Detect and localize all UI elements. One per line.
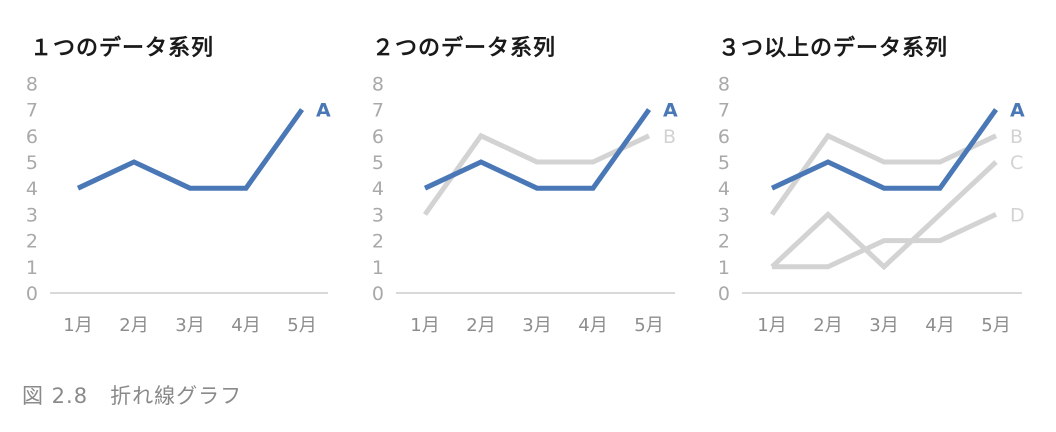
y-tick-label: 6 (26, 126, 38, 148)
y-tick-label: 1 (718, 257, 730, 279)
y-tick-label: 4 (372, 178, 384, 200)
x-tick-label: 2月 (119, 315, 148, 336)
x-tick-label: 1月 (63, 315, 92, 336)
series-line-A (770, 108, 999, 191)
series-line-B (769, 132, 998, 216)
y-tick-label: 2 (372, 231, 384, 253)
y-tick-label: 8 (718, 73, 730, 95)
x-tick-label: 1月 (410, 315, 439, 336)
x-tick-label: 2月 (813, 315, 842, 336)
y-tick-label: 8 (372, 73, 384, 95)
chart-3-title: ３つ以上のデータ系列 (718, 36, 949, 61)
series-line-B (422, 132, 651, 216)
x-tick-label: 5月 (287, 315, 316, 336)
x-tick-label: 3月 (869, 315, 898, 336)
y-tick-label: 3 (718, 204, 730, 226)
x-tick-label: 4月 (925, 315, 954, 336)
y-tick-label: 4 (26, 178, 38, 200)
series-line-A (76, 108, 305, 191)
x-tick-label: 2月 (466, 315, 495, 336)
x-tick-label: 4月 (578, 315, 607, 336)
series-line-A (423, 108, 652, 191)
y-tick-label: 0 (26, 283, 38, 305)
series-label-A: A (316, 100, 331, 122)
y-tick-label: 2 (26, 231, 38, 253)
y-tick-label: 8 (26, 73, 38, 95)
y-tick-label: 6 (372, 126, 384, 148)
chart-2-title: ２つのデータ系列 (372, 36, 557, 61)
series-label-A: A (663, 100, 678, 122)
chart-2: 0 1 2 3 4 5 6 7 8 1月 2月 3月 4月 5月 BA (372, 73, 678, 336)
series-label-D: D (1010, 204, 1025, 226)
y-tick-label: 3 (26, 204, 38, 226)
x-tick-label: 5月 (634, 315, 663, 336)
figure-caption: 図 2.8 折れ線グラフ (22, 384, 243, 408)
x-tick-label: 3月 (175, 315, 204, 336)
y-tick-label: 7 (26, 100, 38, 122)
y-tick-label: 5 (26, 152, 38, 174)
y-tick-label: 7 (718, 100, 730, 122)
series-label-B: B (1010, 126, 1023, 148)
x-tick-label: 1月 (757, 315, 786, 336)
y-tick-label: 0 (372, 283, 384, 305)
x-tick-label: 5月 (981, 315, 1010, 336)
series-line-C (770, 160, 998, 271)
y-tick-label: 3 (372, 204, 384, 226)
chart-3: 0 1 2 3 4 5 6 7 8 1月 2月 3月 4月 5月 BC D A (718, 73, 1025, 336)
y-tick-label: 7 (372, 100, 384, 122)
x-tick-label: 3月 (522, 315, 551, 336)
y-tick-label: 6 (718, 126, 730, 148)
y-tick-label: 1 (372, 257, 384, 279)
y-tick-label: 5 (372, 152, 384, 174)
y-tick-label: 4 (718, 178, 730, 200)
chart-1: 0 1 2 3 4 5 6 7 8 1月 2月 3月 4月 5月 A (26, 73, 331, 336)
series-label-A: A (1010, 100, 1025, 122)
series-label-B: B (663, 126, 676, 148)
y-tick-label: 0 (718, 283, 730, 305)
y-tick-label: 1 (26, 257, 38, 279)
y-tick-label: 2 (718, 231, 730, 253)
y-tick-label: 5 (718, 152, 730, 174)
series-label-C: C (1010, 152, 1023, 174)
chart-1-title: １つのデータ系列 (30, 36, 215, 61)
x-tick-label: 4月 (231, 315, 260, 336)
series-line-D (772, 212, 998, 270)
